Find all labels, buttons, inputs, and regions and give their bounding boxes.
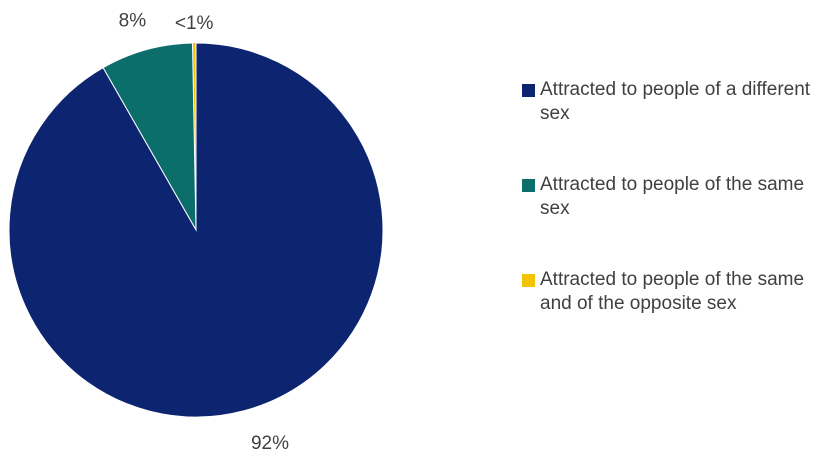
legend-label-same-sex: Attracted to people of the same sex <box>540 174 805 219</box>
data-label-same-sex: 8% <box>119 11 147 32</box>
legend: Attracted to people of a different sex A… <box>522 78 822 316</box>
legend-label-both-sexes: Attracted to people of the same and of t… <box>540 269 805 314</box>
legend-swatch-same-sex <box>522 179 535 192</box>
legend-item-different-sex: Attracted to people of a different sex <box>522 78 822 126</box>
pie-slice-different-sex <box>8 42 384 418</box>
data-label-both-sexes: <1% <box>175 13 214 34</box>
legend-item-same-sex: Attracted to people of the same sex <box>522 173 822 221</box>
legend-swatch-both-sexes <box>522 274 535 287</box>
pie-data-labels: <1% 8% 92% <box>119 11 289 450</box>
pie-chart: <1% 8% 92% <box>8 11 384 450</box>
legend-label-different-sex: Attracted to people of a different sex <box>540 79 811 124</box>
data-label-different-sex: 92% <box>251 433 289 450</box>
pie-slices <box>8 42 384 418</box>
pie-slice-same-sex <box>102 42 197 231</box>
legend-item-both-sexes: Attracted to people of the same and of t… <box>522 268 822 316</box>
legend-swatch-different-sex <box>522 84 535 97</box>
